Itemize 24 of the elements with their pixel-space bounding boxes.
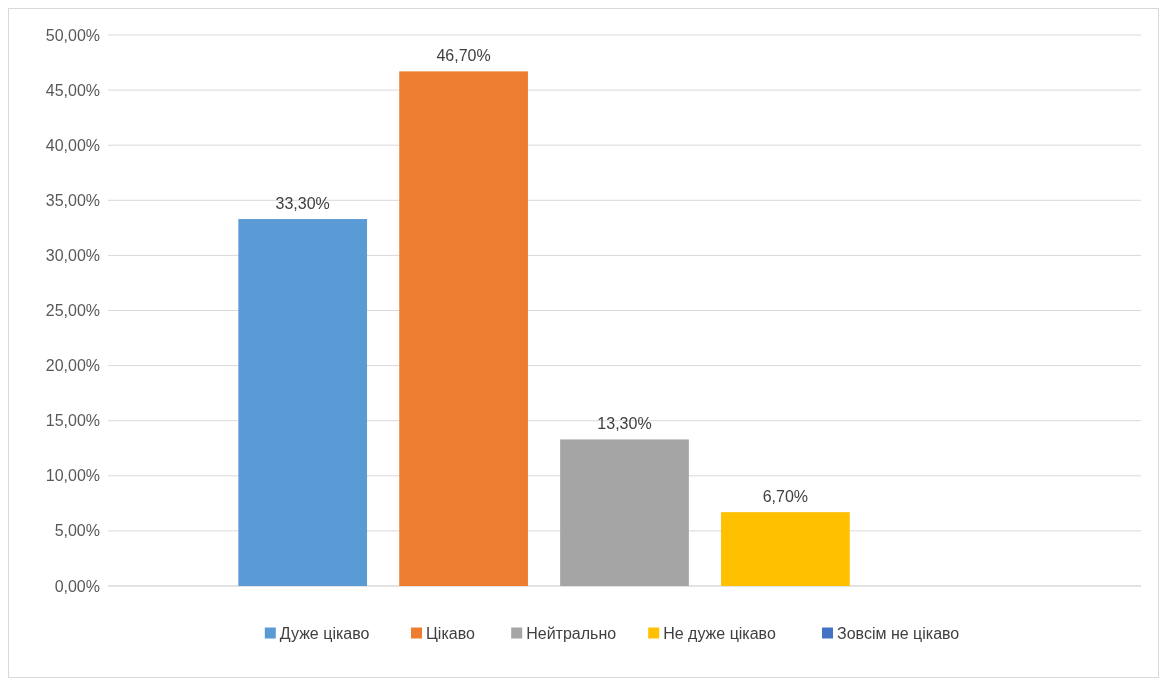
y-tick-label: 5,00%	[54, 522, 100, 540]
y-tick-label: 25,00%	[45, 302, 100, 319]
y-tick-label: 40,00%	[45, 136, 100, 154]
legend-label: Нейтрально	[526, 624, 617, 642]
legend-label: Зовсім не цікаво	[837, 624, 960, 642]
y-tick-label: 0,00%	[54, 577, 100, 595]
legend-label: Цікаво	[426, 624, 475, 642]
y-tick-label: 45,00%	[45, 81, 100, 99]
bar	[238, 219, 368, 586]
legend-label: Дуже цікаво	[279, 624, 370, 642]
y-tick-label: 15,00%	[45, 412, 100, 430]
data-label: 46,70%	[436, 47, 491, 65]
bar	[399, 71, 528, 586]
y-tick-label: 30,00%	[45, 246, 100, 264]
data-label: 6,70%	[762, 488, 809, 506]
bar	[560, 439, 689, 586]
bar	[721, 512, 850, 586]
legend-label: Не дуже цікаво	[663, 624, 776, 642]
y-tick-label: 10,00%	[45, 467, 100, 485]
y-tick-label: 50,00%	[45, 26, 100, 44]
data-label: 33,30%	[275, 195, 330, 213]
data-label: 13,30%	[597, 415, 652, 433]
y-tick-label: 35,00%	[45, 191, 100, 209]
y-tick-label: 20,00%	[45, 357, 100, 375]
